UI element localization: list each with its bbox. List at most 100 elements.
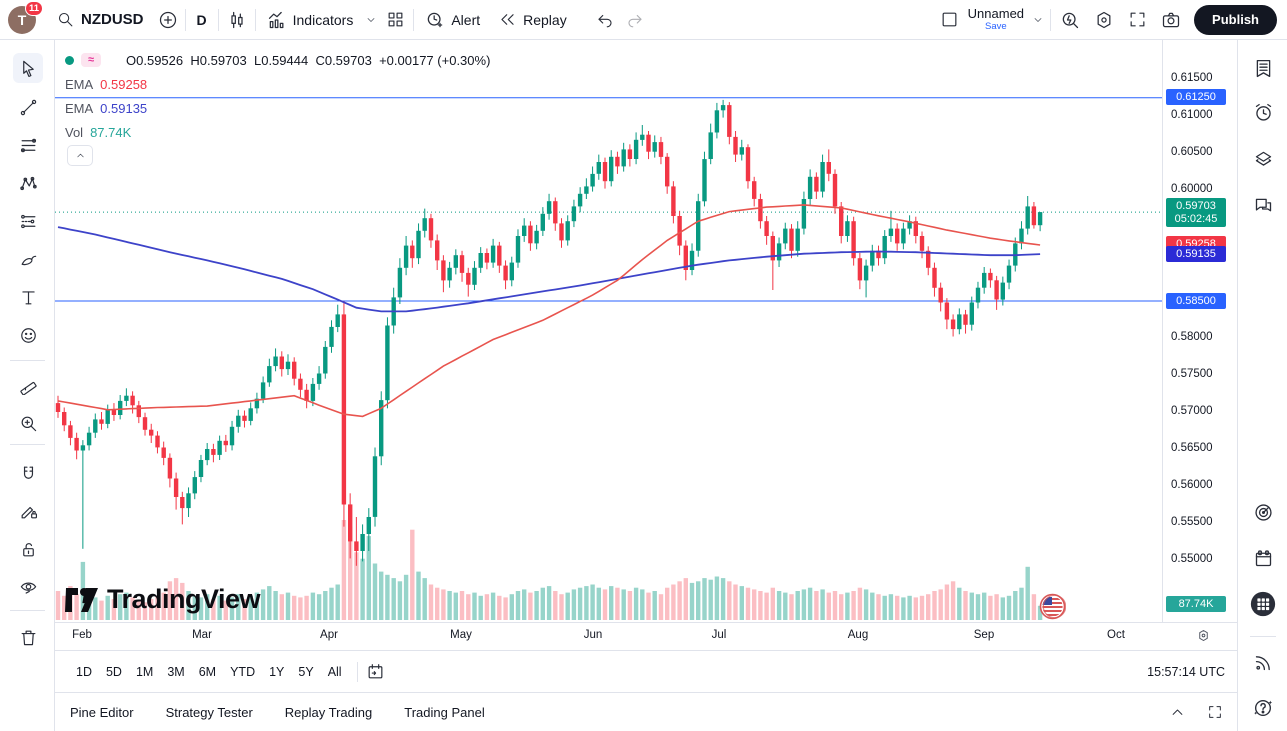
- indicators-dropdown-arrow[interactable]: [362, 4, 380, 36]
- range-1y[interactable]: 1Y: [269, 664, 285, 679]
- time-axis[interactable]: Feb Mar Apr May Jun Jul Aug Sep Oct: [55, 622, 1237, 650]
- alert-button[interactable]: Alert: [416, 4, 489, 36]
- tool-emoji[interactable]: [13, 320, 43, 350]
- price-tick: 0.60500: [1171, 146, 1213, 158]
- range-1d[interactable]: 1D: [76, 664, 92, 679]
- top-toolbar: T 11 NZDUSD D Indicators: [0, 0, 1287, 40]
- indicators-label: Indicators: [292, 11, 354, 28]
- interval-button[interactable]: D: [188, 4, 216, 36]
- range-ytd[interactable]: YTD: [230, 664, 256, 679]
- symbol-legend-row[interactable]: ≈ O0.59526 H0.59703 L0.59444 C0.59703 +0…: [65, 48, 490, 72]
- price-tick: 0.61000: [1171, 109, 1213, 121]
- prediction-icon: [20, 214, 35, 228]
- range-5d[interactable]: 5D: [105, 664, 122, 679]
- tool-drawing-mode[interactable]: [13, 496, 43, 526]
- toolbar-separator: [217, 8, 219, 31]
- emoji-icon: [20, 327, 36, 343]
- tool-remove-all[interactable]: [13, 622, 43, 652]
- alerts-panel-button[interactable]: [1249, 98, 1277, 126]
- replay-button[interactable]: Replay: [489, 4, 576, 36]
- panel-expand-chevron-icon[interactable]: [1170, 705, 1185, 720]
- range-5y[interactable]: 5Y: [298, 664, 314, 679]
- tab-strategy-tester[interactable]: Strategy Tester: [165, 704, 253, 720]
- tab-pine-editor[interactable]: Pine Editor: [70, 704, 134, 720]
- layout-templates-button[interactable]: [380, 4, 411, 36]
- ema-slow-line[interactable]: [57, 226, 1041, 313]
- right-sidebar: [1237, 40, 1287, 731]
- user-avatar[interactable]: T 11: [8, 0, 43, 34]
- indicators-button[interactable]: Indicators: [258, 4, 363, 36]
- tool-lock-all[interactable]: [13, 534, 43, 564]
- apps-menu-button[interactable]: [1249, 590, 1277, 618]
- range-3m[interactable]: 3M: [167, 664, 185, 679]
- price-axis[interactable]: 0.61500 0.61000 0.60500 0.60000 0.58000 0.575…: [1162, 40, 1237, 622]
- panel-maximize-icon[interactable]: [1207, 704, 1223, 720]
- ema-slow-legend-row[interactable]: EMA 0.59135: [65, 96, 490, 120]
- tab-replay-trading[interactable]: Replay Trading: [284, 704, 373, 720]
- volume-label: Vol: [65, 124, 84, 140]
- toolbar-separator: [10, 444, 45, 445]
- calendar-button[interactable]: [1249, 544, 1277, 572]
- legend-collapse-button[interactable]: [67, 145, 93, 166]
- help-button[interactable]: [1249, 694, 1277, 722]
- tool-xabcd-pattern[interactable]: [13, 168, 43, 198]
- us-flag-icon: [1039, 593, 1067, 620]
- cursor-icon: [22, 60, 34, 77]
- hotlist-button[interactable]: [1249, 498, 1277, 526]
- price-tick: 0.56000: [1171, 479, 1213, 491]
- data-mode-chip[interactable]: ≈: [81, 53, 101, 67]
- object-tree-button[interactable]: [1249, 144, 1277, 172]
- save-layout-icon-button[interactable]: [935, 4, 964, 36]
- ema-fast-line[interactable]: [57, 204, 1041, 418]
- trend-line-icon: [20, 99, 36, 115]
- tool-trend-line[interactable]: [13, 92, 43, 122]
- quick-search-button[interactable]: [1053, 4, 1087, 36]
- calendar-icon: [1255, 549, 1271, 566]
- ema-fast-legend-row[interactable]: EMA 0.59258: [65, 72, 490, 96]
- range-6m[interactable]: 6M: [198, 664, 217, 679]
- time-tick: Sep: [973, 629, 995, 641]
- chart-pane[interactable]: ≈ O0.59526 H0.59703 L0.59444 C0.59703 +0…: [55, 40, 1162, 622]
- publish-button[interactable]: Publish: [1194, 4, 1277, 35]
- tool-cursor[interactable]: [13, 53, 43, 83]
- symbol-name: NZDUSD: [81, 11, 144, 28]
- tool-hide-all[interactable]: [13, 572, 43, 602]
- axis-settings-gear-icon[interactable]: [1196, 628, 1211, 643]
- save-link[interactable]: Save: [985, 20, 1007, 32]
- chart-settings-button[interactable]: [1087, 4, 1121, 36]
- toolbar-separator: [1050, 8, 1052, 31]
- fib-retracement-icon: [20, 138, 36, 152]
- tool-magnet[interactable]: [13, 458, 43, 488]
- undo-button[interactable]: [590, 4, 620, 36]
- tool-zoom-in[interactable]: [13, 408, 43, 438]
- time-tick: Jun: [583, 629, 603, 641]
- watchlist-button[interactable]: [1249, 54, 1277, 82]
- chevron-up-icon: [76, 153, 84, 158]
- symbol-search-button[interactable]: NZDUSD: [48, 4, 153, 36]
- tool-fib-retracement[interactable]: [13, 130, 43, 160]
- tool-text[interactable]: [13, 282, 43, 312]
- range-all[interactable]: All: [327, 664, 342, 679]
- tool-measure[interactable]: [13, 370, 43, 400]
- bottom-panel: Pine Editor Strategy Tester Replay Tradi…: [55, 692, 1237, 731]
- compare-add-button[interactable]: [153, 4, 183, 36]
- layout-dropdown-arrow[interactable]: [1028, 4, 1048, 36]
- magnet-icon: [23, 466, 33, 479]
- redo-button[interactable]: [620, 4, 650, 36]
- price-tick: 0.61500: [1171, 72, 1213, 84]
- session-clock[interactable]: 15:57:14 UTC: [1147, 664, 1225, 679]
- range-1m[interactable]: 1M: [135, 664, 154, 679]
- fullscreen-button[interactable]: [1121, 4, 1154, 36]
- layout-name-button[interactable]: Unnamed Save: [964, 7, 1028, 33]
- tab-trading-panel[interactable]: Trading Panel: [404, 704, 485, 720]
- screenshot-button[interactable]: [1154, 4, 1188, 36]
- candlestick-chart[interactable]: [55, 40, 1162, 622]
- tool-prediction[interactable]: [13, 206, 43, 236]
- tool-brush[interactable]: [13, 244, 43, 274]
- go-to-date-icon[interactable]: [366, 662, 385, 681]
- toolbar-separator: [356, 661, 358, 682]
- volume-legend-row[interactable]: Vol 87.74K: [65, 120, 490, 144]
- chat-button[interactable]: [1249, 191, 1277, 219]
- feed-button[interactable]: [1249, 648, 1277, 676]
- chart-style-button[interactable]: [221, 4, 253, 36]
